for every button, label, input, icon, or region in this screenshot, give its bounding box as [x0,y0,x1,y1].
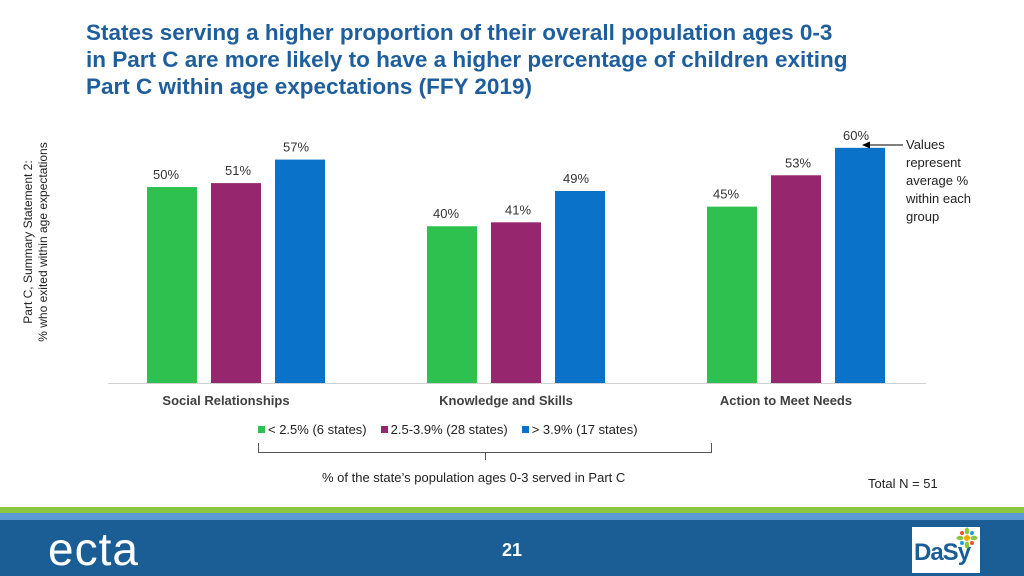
values-annotation: Values represent average % within each g… [906,136,971,226]
legend-swatch [380,426,388,433]
legend-label: 2.5-3.9% (28 states) [390,422,508,437]
bar-1-1 [147,187,197,383]
category-label: Social Relationships [162,393,289,408]
legend-item-mid: 2.5-3.9% (28 states) [380,422,508,437]
data-label: 45% [713,187,739,202]
title-line-1: States serving a higher proportion of th… [86,20,833,45]
footer-bar [0,520,1024,576]
category-label: Action to Meet Needs [720,393,852,408]
title-line-2: in Part C are more likely to have a high… [86,47,848,72]
legend-bracket-tick [485,453,486,460]
annotation-arrow-head [862,141,870,149]
chart-legend: < 2.5% (6 states) 2.5-3.9% (28 states) >… [258,422,652,437]
annotation-line: average % [906,173,969,188]
title-line-3: Part C within age expectations (FFY 2019… [86,74,532,99]
bar-chart: 50% 51% 57% Social Relationships 40% 41% 49% Kn… [108,128,926,408]
bar-3-1 [275,159,325,383]
bar-2-1 [211,183,261,383]
legend-bracket [258,443,712,453]
data-label: 41% [505,202,531,217]
footer-stripe-green [0,507,1024,513]
page-title: States serving a higher proportion of th… [86,19,986,100]
bar-1-3 [707,206,757,383]
data-label: 40% [433,206,459,221]
flower-icon [956,527,978,549]
total-n: Total N = 51 [868,476,938,491]
data-label: 57% [283,140,309,155]
legend-label: > 3.9% (17 states) [531,422,638,437]
annotation-line: represent [906,155,961,170]
page-number: 21 [501,540,523,560]
data-label: 60% [843,128,869,143]
legend-label: < 2.5% (6 states) [268,422,367,437]
category-label: Knowledge and Skills [439,393,573,408]
bar-2-3 [771,175,821,383]
legend-item-high: > 3.9% (17 states) [521,422,638,437]
bar-3-3 [835,147,885,383]
legend-item-low: < 2.5% (6 states) [258,422,367,437]
annotation-line: within each [906,191,972,206]
bar-2-2 [491,222,541,383]
bar-3-2 [555,190,605,383]
legend-swatch [521,426,529,433]
data-label: 49% [563,171,589,186]
footer-stripe-blue [0,513,1024,520]
legend-group-label: % of the state’s population ages 0-3 ser… [322,470,626,485]
data-label: 50% [153,167,179,182]
legend-swatch [258,426,265,433]
bar-1-2 [427,226,477,383]
annotation-line: Values [906,137,945,152]
annotation-line: group [906,209,940,224]
dasy-logo: DaSy [912,527,980,573]
ecta-logo: ecta [48,523,139,575]
data-label: 53% [785,155,811,170]
data-label: 51% [225,163,251,178]
